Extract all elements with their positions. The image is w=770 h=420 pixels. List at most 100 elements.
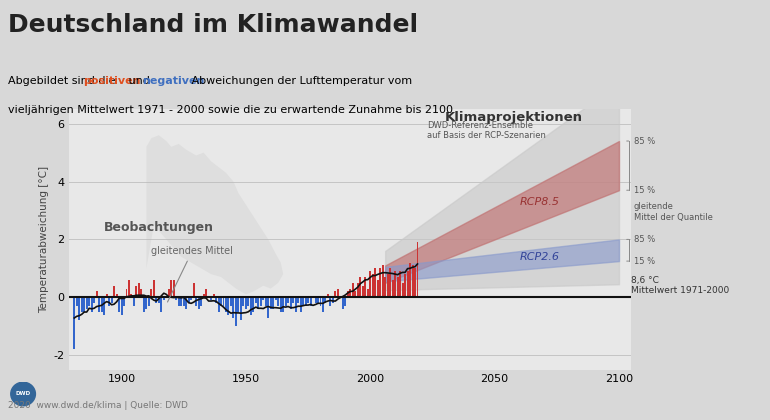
PathPatch shape [146,135,283,294]
Text: DWD-Referenz-Ensemble
auf Basis der RCP-Szenarien: DWD-Referenz-Ensemble auf Basis der RCP-… [427,121,547,140]
Bar [250,297,252,315]
Bar [307,297,309,303]
Text: gleitendes Mittel: gleitendes Mittel [152,246,233,302]
Bar [346,291,349,297]
Text: 85 %: 85 % [634,235,655,244]
Bar [342,297,344,309]
Bar [357,283,359,297]
Bar [186,297,187,309]
Bar [168,289,169,297]
Bar [118,297,120,312]
Bar [190,297,192,300]
Bar [128,280,130,297]
Bar [397,277,399,297]
Bar [263,297,264,300]
Bar [352,283,354,297]
Bar [320,297,322,306]
Bar [334,291,336,297]
Bar [140,289,142,297]
Bar [79,297,80,320]
Bar [354,291,357,297]
Bar [392,280,393,297]
Bar [223,297,225,306]
Bar [282,297,284,312]
Bar [126,289,128,297]
Bar [83,297,85,312]
Bar [81,297,82,312]
Bar [218,297,219,312]
Bar [247,297,249,306]
Bar [417,242,419,297]
Bar [265,297,266,306]
Bar [233,297,234,318]
Bar [116,294,118,297]
Bar [158,297,160,303]
Bar [402,283,403,297]
Bar [192,283,195,297]
Bar [317,297,319,303]
Bar [143,297,145,312]
Bar [389,268,391,297]
Bar [292,297,294,303]
Bar [170,280,172,297]
Bar [295,297,296,312]
Bar [253,297,254,312]
Bar [277,297,280,306]
Bar [95,291,98,297]
Text: DWD: DWD [15,391,31,396]
Y-axis label: Temperaturabweichung [°C]: Temperaturabweichung [°C] [39,166,49,313]
Bar [377,280,379,297]
Text: Abgebildet sind die: Abgebildet sind die [8,76,119,86]
Bar [245,297,247,309]
Bar [205,289,207,297]
Bar [75,297,78,306]
Bar [182,297,185,306]
Text: 15 %: 15 % [634,257,655,265]
Bar [198,297,199,309]
Bar [332,297,334,303]
Bar [257,297,259,309]
Bar [153,280,155,297]
Bar [130,294,132,297]
Bar [103,297,105,315]
Bar [108,297,110,306]
Bar [267,297,270,318]
Bar [322,297,324,312]
Bar [344,297,346,306]
Text: positiven: positiven [83,76,141,86]
Bar [372,274,373,297]
Bar [305,297,306,306]
Bar [220,297,222,306]
Bar [302,297,304,306]
Bar [414,268,416,297]
Bar [364,277,367,297]
Bar [259,297,262,306]
Bar [360,277,361,297]
Text: negativen: negativen [142,76,205,86]
Bar [382,265,383,297]
Bar [210,297,212,300]
Text: Klimaprojektionen: Klimaprojektionen [445,111,583,124]
Bar [225,297,227,312]
Bar [101,297,102,312]
Bar [374,268,377,297]
Bar [136,286,138,297]
Text: und: und [125,76,153,86]
Circle shape [11,382,35,406]
Bar [227,297,229,315]
Text: 15 %: 15 % [634,186,655,195]
Bar [273,297,274,309]
Bar [367,289,369,297]
Bar [148,297,150,306]
Text: Abweichungen der Lufttemperatur vom: Abweichungen der Lufttemperatur vom [188,76,412,86]
Bar [407,271,409,297]
Bar [310,297,312,306]
Bar [85,297,88,309]
Bar [98,297,100,312]
Bar [287,297,290,303]
Bar [384,277,387,297]
Text: RCP8.5: RCP8.5 [520,197,560,207]
Bar [162,297,165,300]
Bar [121,297,122,315]
Bar [156,297,157,303]
